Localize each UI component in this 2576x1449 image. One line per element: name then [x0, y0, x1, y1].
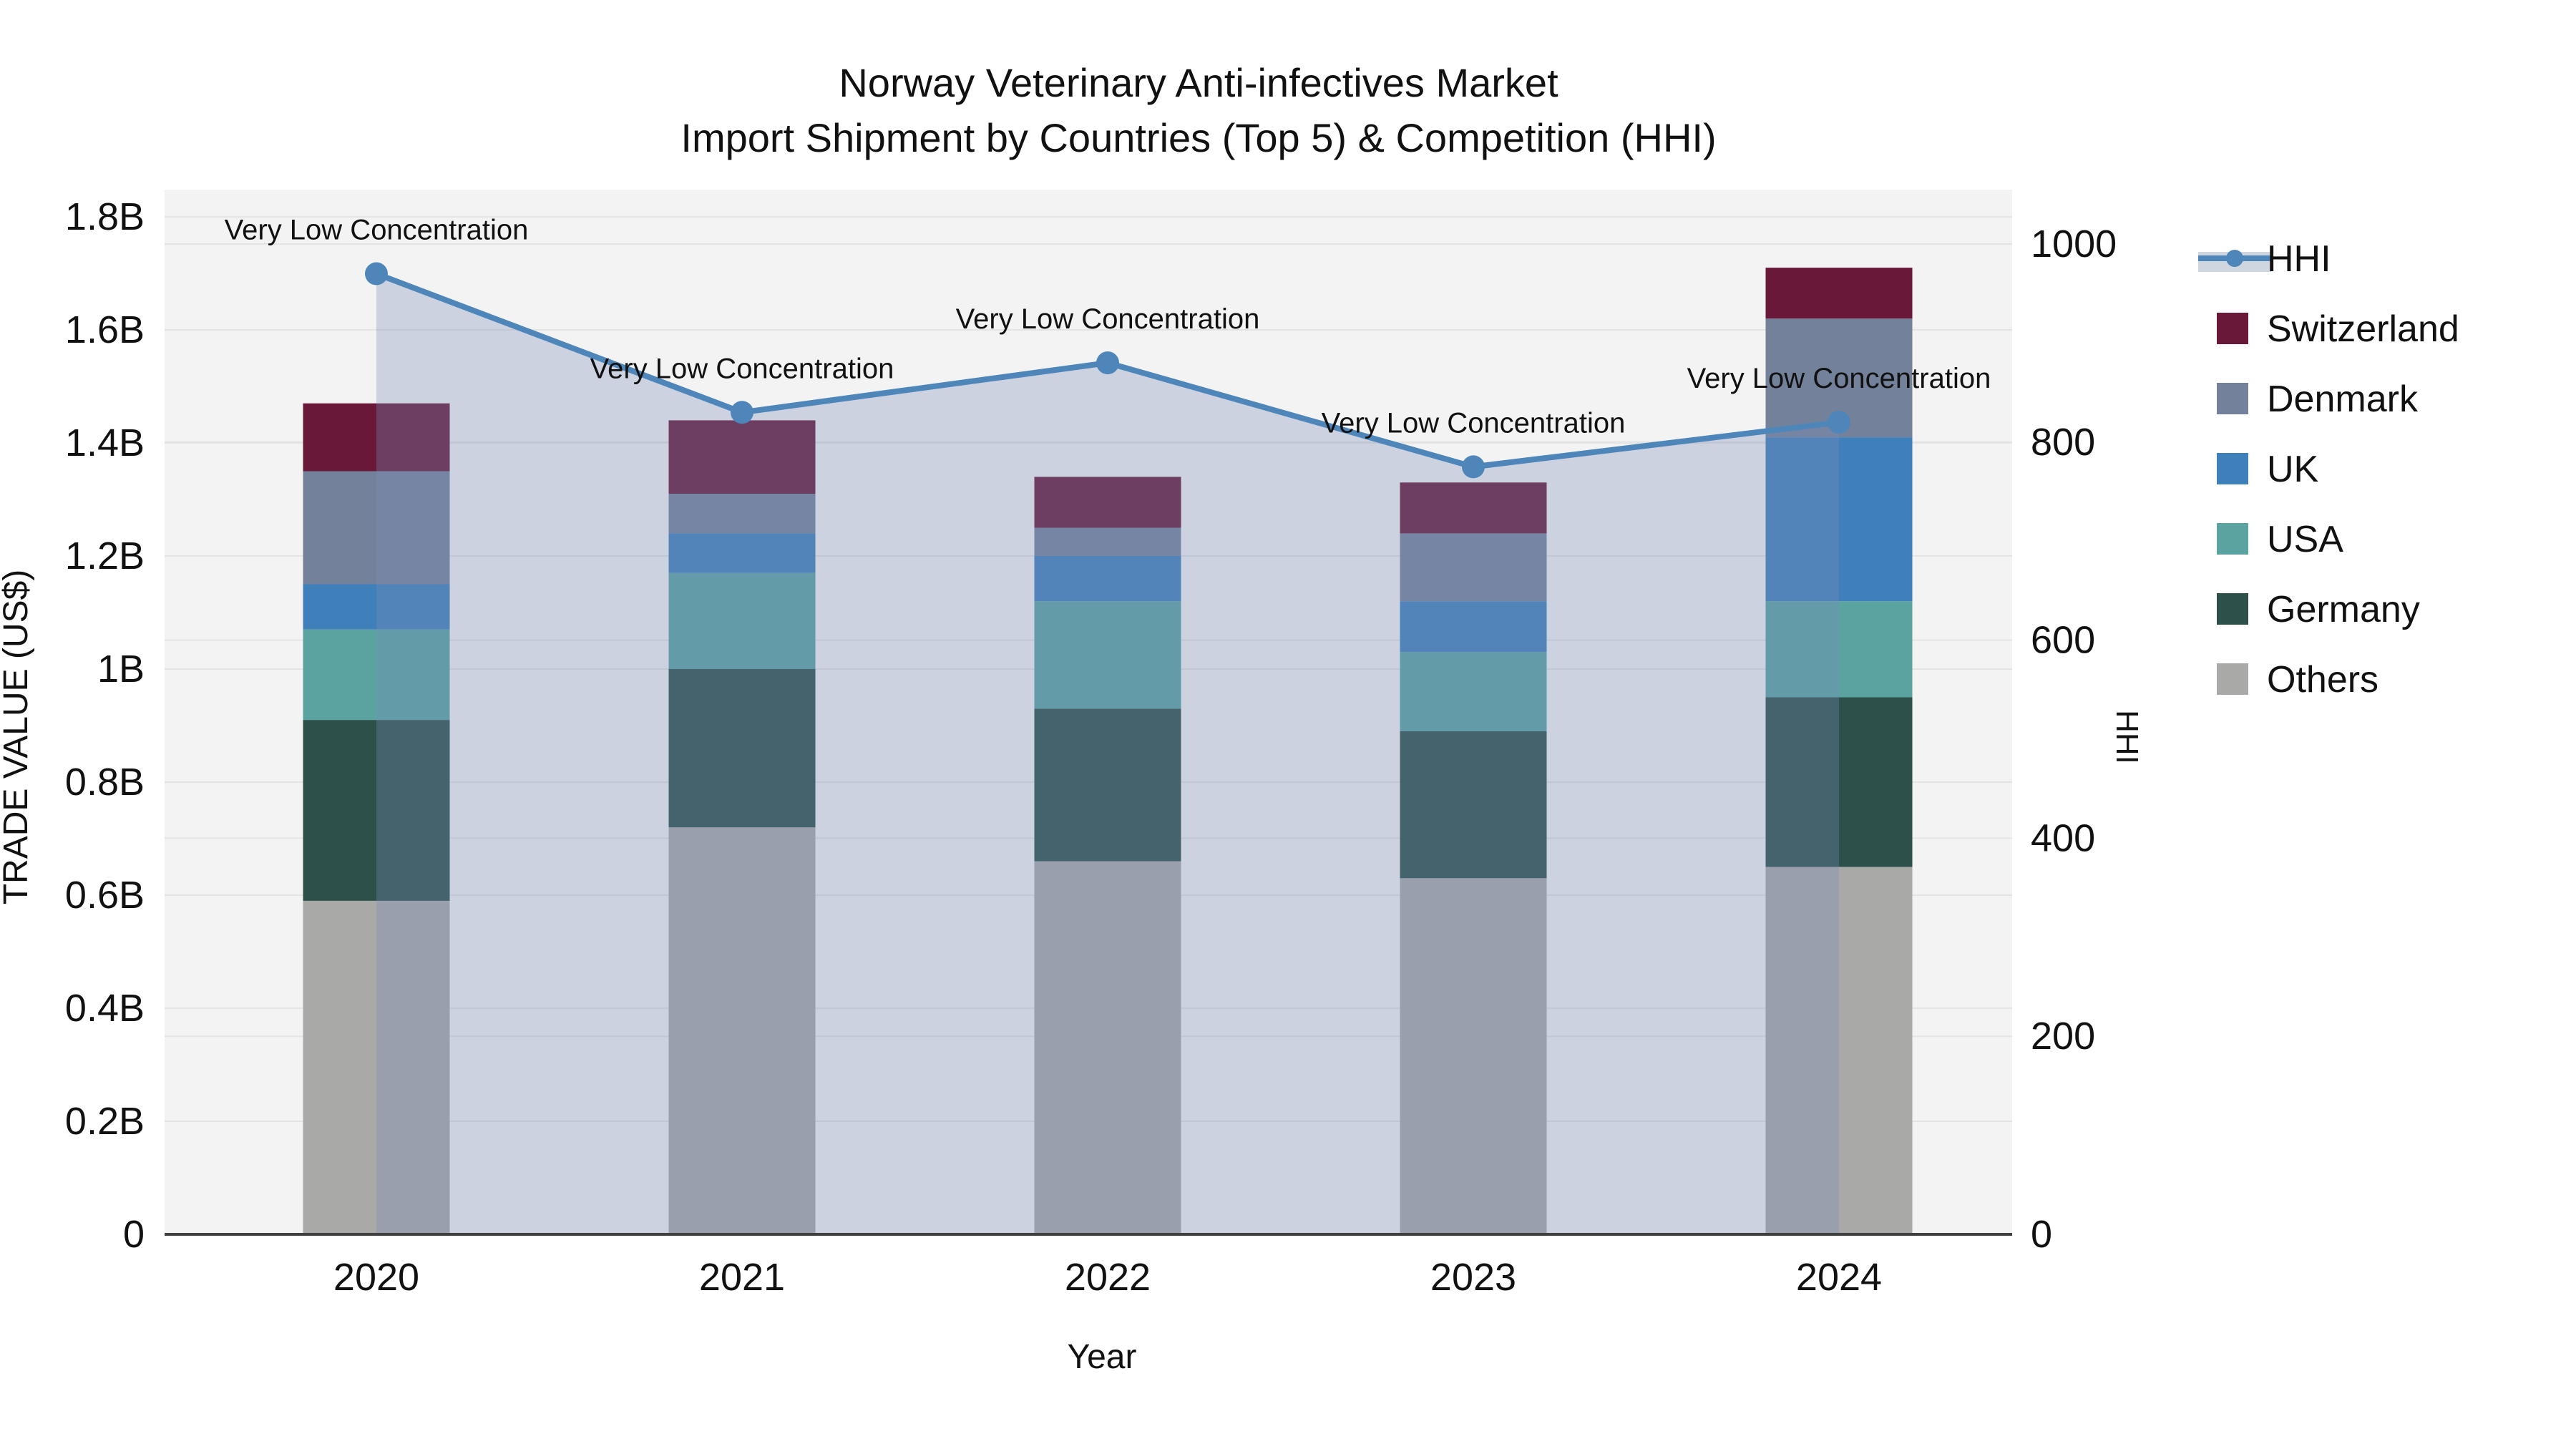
legend-swatch-denmark — [2217, 383, 2248, 414]
x-tick-2024: 2024 — [1796, 1256, 1882, 1299]
legend-label-denmark: Denmark — [2267, 379, 2419, 420]
y-tick-right: 0 — [2031, 1213, 2052, 1256]
legend-item-others[interactable]: Others — [2217, 659, 2379, 701]
legend: HHI Switzerland Denmark UK USA Germany Others — [2198, 238, 2459, 701]
y-tick-right: 1000 — [2031, 223, 2117, 265]
y-tick-left: 0.4B — [65, 987, 145, 1030]
x-tick-2020: 2020 — [333, 1256, 419, 1299]
y-tick-right: 800 — [2031, 421, 2095, 464]
legend-item-denmark[interactable]: Denmark — [2217, 379, 2419, 420]
y-axis-title-left: TRADE VALUE (US$) — [0, 570, 35, 905]
bar-segment-germany-2021[interactable] — [668, 669, 816, 828]
bar-segment-others-2022[interactable] — [1034, 861, 1181, 1234]
y-tick-right: 600 — [2031, 619, 2095, 662]
bar-segment-denmark-2023[interactable] — [1400, 533, 1547, 602]
hhi-annotation-2022: Very Low Concentration — [956, 303, 1260, 335]
legend-swatch-uk — [2217, 453, 2248, 484]
y-tick-left: 0.6B — [65, 874, 145, 917]
bar-segment-denmark-2020[interactable] — [303, 471, 450, 585]
legend-item-hhi[interactable]: HHI — [2198, 238, 2331, 280]
chart-title-line-2: Import Shipment by Countries (Top 5) & C… — [680, 115, 1716, 160]
hhi-point-2021[interactable] — [731, 401, 753, 424]
x-tick-2022: 2022 — [1065, 1256, 1151, 1299]
x-tick-2023: 2023 — [1430, 1256, 1516, 1299]
legend-swatch-switzerland — [2217, 313, 2248, 344]
bar-segment-denmark-2021[interactable] — [668, 494, 816, 534]
bar-segment-usa-2020[interactable] — [303, 629, 450, 721]
bar-segment-others-2024[interactable] — [1765, 867, 1913, 1235]
legend-label-switzerland: Switzerland — [2267, 308, 2459, 350]
legend-label-usa: USA — [2267, 519, 2343, 560]
bar-segment-others-2020[interactable] — [303, 900, 450, 1234]
hhi-annotation-2020: Very Low Concentration — [225, 215, 529, 246]
bar-segment-uk-2020[interactable] — [303, 584, 450, 630]
legend-item-uk[interactable]: UK — [2217, 449, 2319, 490]
y-tick-left: 0 — [123, 1213, 145, 1256]
x-tick-2021: 2021 — [699, 1256, 785, 1299]
bar-segment-switzerland-2023[interactable] — [1400, 482, 1547, 534]
y-tick-left: 0.2B — [65, 1100, 145, 1143]
chart-title-line-1: Norway Veterinary Anti-infectives Market — [839, 60, 1558, 105]
bar-segment-usa-2021[interactable] — [668, 572, 816, 669]
bar-segment-usa-2023[interactable] — [1400, 652, 1547, 731]
legend-label-uk: UK — [2267, 449, 2319, 490]
legend-item-switzerland[interactable]: Switzerland — [2217, 308, 2459, 350]
legend-swatch-usa — [2217, 523, 2248, 555]
legend-swatch-others — [2217, 663, 2248, 695]
bar-segment-usa-2022[interactable] — [1034, 601, 1181, 709]
y-tick-left: 1B — [97, 648, 145, 691]
hhi-point-2020[interactable] — [365, 262, 388, 286]
hhi-area — [376, 273, 1839, 1234]
bar-segment-switzerland-2022[interactable] — [1034, 477, 1181, 528]
y-tick-right: 200 — [2031, 1015, 2095, 1058]
y-tick-left: 1.6B — [65, 308, 145, 351]
plot-area: 0 0.2B 0.4B 0.6B 0.8B 1B 1.2B 1.4B 1.6B 1.8B 0 200 4… — [65, 190, 2117, 1299]
y-axis-title-right: HHI — [2109, 710, 2145, 764]
hhi-point-2024[interactable] — [1828, 411, 1850, 434]
hhi-annotation-2021: Very Low Concentration — [590, 353, 894, 384]
legend-item-germany[interactable]: Germany — [2217, 589, 2420, 630]
hhi-annotation-2024: Very Low Concentration — [1687, 363, 1991, 394]
bar-segment-usa-2024[interactable] — [1765, 601, 1913, 698]
hhi-point-2023[interactable] — [1462, 455, 1485, 479]
bar-segment-uk-2021[interactable] — [668, 533, 816, 573]
legend-swatch-germany — [2217, 593, 2248, 625]
legend-label-germany: Germany — [2267, 589, 2420, 630]
hhi-point-2022[interactable] — [1096, 351, 1119, 375]
legend-item-usa[interactable]: USA — [2217, 519, 2343, 560]
bar-segment-switzerland-2020[interactable] — [303, 403, 450, 472]
bar-segment-switzerland-2021[interactable] — [668, 420, 816, 494]
y-tick-left: 1.4B — [65, 421, 145, 464]
bar-segment-germany-2020[interactable] — [303, 720, 450, 901]
bar-segment-uk-2022[interactable] — [1034, 556, 1181, 602]
y-tick-right: 400 — [2031, 816, 2095, 859]
hhi-annotation-2023: Very Low Concentration — [1322, 407, 1626, 439]
y-tick-left: 0.8B — [65, 761, 145, 804]
y-tick-left: 1.2B — [65, 535, 145, 577]
bar-segment-switzerland-2024[interactable] — [1765, 268, 1913, 319]
bar-segment-uk-2024[interactable] — [1765, 437, 1913, 602]
bar-segment-uk-2023[interactable] — [1400, 601, 1547, 653]
bar-segment-germany-2024[interactable] — [1765, 697, 1913, 867]
bar-segment-others-2023[interactable] — [1400, 878, 1547, 1234]
y-tick-left: 1.8B — [65, 195, 145, 238]
bar-segment-denmark-2022[interactable] — [1034, 527, 1181, 557]
legend-hhi-marker-icon — [2226, 250, 2243, 267]
legend-label-others: Others — [2267, 659, 2379, 701]
bar-segment-germany-2022[interactable] — [1034, 708, 1181, 862]
bar-segment-others-2021[interactable] — [668, 827, 816, 1234]
x-axis-title: Year — [1068, 1338, 1137, 1376]
bar-segment-germany-2023[interactable] — [1400, 731, 1547, 879]
legend-label-hhi: HHI — [2267, 238, 2331, 280]
